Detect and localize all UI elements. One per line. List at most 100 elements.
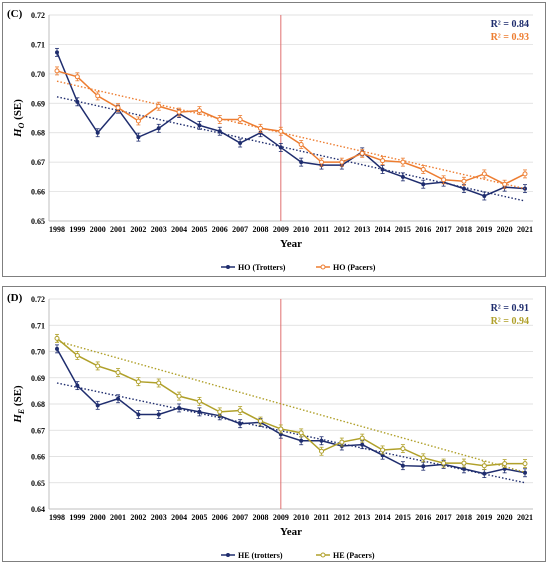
series-line: [56, 52, 526, 197]
x-tick-label: 2020: [497, 513, 513, 522]
data-point: [420, 455, 426, 461]
data-point: [319, 159, 325, 165]
r-squared-label: R² = 0.93: [491, 32, 529, 43]
data-point: [217, 129, 222, 134]
data-point: [74, 74, 80, 80]
x-tick-label: 2017: [436, 513, 452, 522]
data-point: [196, 398, 202, 404]
y-tick-label: 0.69: [31, 374, 45, 383]
data-point: [197, 123, 202, 128]
y-tick-label: 0.72: [31, 295, 45, 304]
data-point: [420, 167, 426, 172]
x-tick-label: 2002: [130, 225, 146, 234]
x-tick-label: 2006: [212, 513, 228, 522]
x-tick-label: 2013: [354, 513, 370, 522]
x-tick-label: 2004: [171, 513, 187, 522]
x-tick-label: 2007: [232, 225, 248, 234]
x-tick-label: 2002: [130, 513, 146, 522]
data-point: [136, 135, 141, 140]
x-tick-label: 2021: [517, 513, 533, 522]
data-point: [400, 159, 406, 165]
data-point: [74, 352, 80, 358]
data-point: [135, 118, 141, 124]
y-tick-label: 0.68: [31, 400, 45, 409]
series-line: [56, 337, 525, 467]
data-point: [380, 447, 386, 453]
data-point: [461, 466, 466, 471]
data-point: [176, 393, 182, 399]
legend-label: HE (Pacers): [333, 551, 375, 560]
legend-marker: [226, 553, 230, 557]
data-point: [400, 463, 405, 468]
data-point: [116, 396, 121, 401]
x-tick-label: 2006: [212, 225, 228, 234]
x-tick-label: 2014: [375, 513, 391, 522]
x-tick-label: 2018: [456, 513, 472, 522]
data-point: [421, 182, 426, 187]
data-point: [299, 438, 304, 443]
x-tick-label: 2012: [334, 225, 350, 234]
data-point: [237, 408, 243, 414]
x-tick-label: 2009: [273, 513, 289, 522]
y-tick-label: 0.65: [31, 479, 45, 488]
data-point: [95, 363, 101, 369]
y-tick-label: 0.67: [31, 426, 45, 435]
data-point: [197, 409, 202, 414]
data-point: [522, 461, 528, 467]
x-tick-label: 2010: [293, 513, 309, 522]
x-tick-label: 2019: [476, 225, 492, 234]
data-point: [461, 186, 466, 191]
chart-d-svg: (D) 0.64 0.65 0.66 0.67 0.68 0.69 0.70 0.71 0.72 1…: [7, 292, 533, 560]
y-axis-title: HE (SE): [12, 385, 26, 424]
y-tick-label: 0.72: [31, 11, 45, 20]
x-tick-label: 2013: [354, 225, 370, 234]
x-tick-label: 2018: [456, 225, 472, 234]
x-tick-label: 2011: [314, 513, 330, 522]
chart-c-svg: (C) 0.65 0.66 0.67 0.68 0.69 0.70 0.71 0.72 1998 1…: [7, 8, 533, 272]
x-tick-label: 1998: [49, 513, 65, 522]
y-tick-label: 0.69: [31, 99, 45, 108]
data-point: [360, 442, 365, 447]
data-point: [523, 470, 527, 475]
data-point: [441, 460, 447, 466]
r-squared-label: R² = 0.94: [491, 316, 529, 327]
x-tick-label: 2007: [232, 513, 248, 522]
data-point: [400, 446, 406, 452]
data-point: [522, 171, 528, 177]
data-point: [339, 159, 345, 165]
data-point: [461, 460, 467, 466]
legend-label: HO (Pacers): [333, 263, 376, 272]
data-point: [54, 68, 60, 74]
data-point: [95, 403, 100, 408]
data-point: [257, 125, 263, 131]
x-tick-label: 2019: [476, 513, 492, 522]
x-tick-label: 2017: [436, 225, 452, 234]
y-axis-title: HO (SE): [12, 99, 26, 138]
data-point: [238, 141, 243, 146]
y-tick-label: 0.71: [31, 321, 45, 330]
r-squared-label: R² = 0.84: [491, 19, 529, 30]
data-point: [54, 335, 60, 341]
data-point: [441, 177, 447, 183]
x-tick-label: 2021: [517, 225, 533, 234]
x-tick-label: 1998: [49, 225, 65, 234]
data-point: [75, 383, 80, 388]
data-point: [196, 108, 202, 114]
data-point: [136, 412, 141, 417]
legend-marker: [226, 265, 230, 269]
data-point: [482, 471, 487, 476]
x-tick-label: 2016: [415, 225, 431, 234]
trendline: [56, 80, 526, 190]
x-tick-label: 2020: [497, 225, 513, 234]
trendline: [56, 340, 526, 473]
data-point: [482, 193, 487, 198]
data-point: [278, 426, 284, 432]
series-line: [56, 70, 526, 186]
y-tick-label: 0.67: [31, 158, 45, 167]
data-point: [299, 160, 304, 165]
x-tick-label: 2016: [415, 513, 431, 522]
x-tick-label: 2001: [110, 225, 126, 234]
legend-marker: [320, 552, 326, 558]
data-point: [238, 421, 243, 426]
x-tick-label: 2010: [293, 225, 309, 234]
